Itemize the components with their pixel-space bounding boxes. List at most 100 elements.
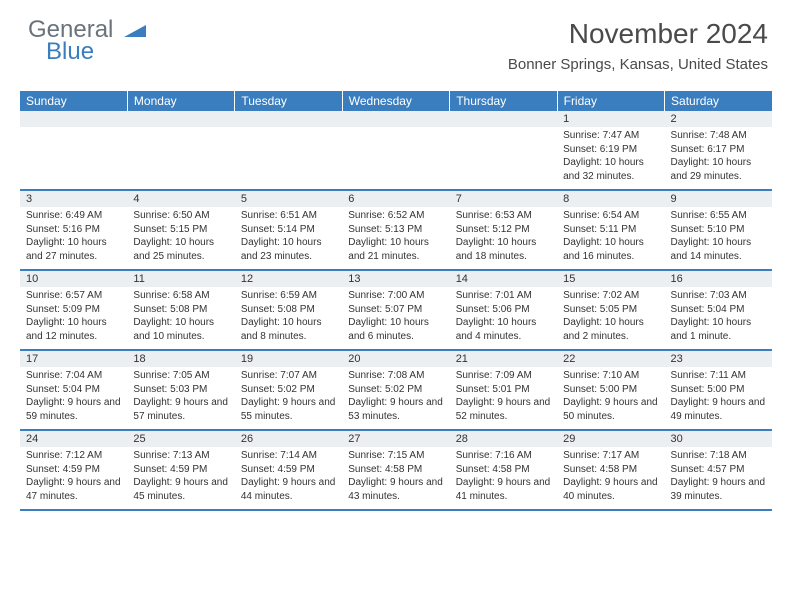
calendar-cell: 5Sunrise: 6:51 AMSunset: 5:14 PMDaylight… — [235, 190, 342, 270]
weekday-header: Saturday — [665, 91, 772, 111]
calendar-cell: 19Sunrise: 7:07 AMSunset: 5:02 PMDayligh… — [235, 350, 342, 430]
day-number: 2 — [665, 111, 772, 127]
day-number: 17 — [20, 351, 127, 367]
day-number: 27 — [342, 431, 449, 447]
day-number: 8 — [557, 191, 664, 207]
day-body-empty — [450, 127, 557, 179]
day-number: 4 — [127, 191, 234, 207]
day-body: Sunrise: 7:04 AMSunset: 5:04 PMDaylight:… — [20, 367, 127, 429]
day-body: Sunrise: 6:52 AMSunset: 5:13 PMDaylight:… — [342, 207, 449, 269]
calendar-cell: 2Sunrise: 7:48 AMSunset: 6:17 PMDaylight… — [665, 111, 772, 190]
title-block: November 2024 Bonner Springs, Kansas, Un… — [508, 18, 768, 73]
calendar-cell — [450, 111, 557, 190]
calendar-cell: 25Sunrise: 7:13 AMSunset: 4:59 PMDayligh… — [127, 430, 234, 510]
day-number: 11 — [127, 271, 234, 287]
calendar-cell: 6Sunrise: 6:52 AMSunset: 5:13 PMDaylight… — [342, 190, 449, 270]
day-number: 10 — [20, 271, 127, 287]
weekday-header: Wednesday — [342, 91, 449, 111]
calendar-cell: 14Sunrise: 7:01 AMSunset: 5:06 PMDayligh… — [450, 270, 557, 350]
calendar-cell: 29Sunrise: 7:17 AMSunset: 4:58 PMDayligh… — [557, 430, 664, 510]
day-number: 12 — [235, 271, 342, 287]
day-number: 26 — [235, 431, 342, 447]
day-body: Sunrise: 7:10 AMSunset: 5:00 PMDaylight:… — [557, 367, 664, 429]
day-body: Sunrise: 6:54 AMSunset: 5:11 PMDaylight:… — [557, 207, 664, 269]
calendar-cell: 24Sunrise: 7:12 AMSunset: 4:59 PMDayligh… — [20, 430, 127, 510]
day-number: 19 — [235, 351, 342, 367]
day-body: Sunrise: 7:02 AMSunset: 5:05 PMDaylight:… — [557, 287, 664, 349]
logo-text: General Blue — [28, 18, 146, 64]
calendar-cell: 1Sunrise: 7:47 AMSunset: 6:19 PMDaylight… — [557, 111, 664, 190]
calendar-cell: 10Sunrise: 6:57 AMSunset: 5:09 PMDayligh… — [20, 270, 127, 350]
calendar-cell: 17Sunrise: 7:04 AMSunset: 5:04 PMDayligh… — [20, 350, 127, 430]
day-number: 18 — [127, 351, 234, 367]
day-body: Sunrise: 7:15 AMSunset: 4:58 PMDaylight:… — [342, 447, 449, 509]
day-number: 9 — [665, 191, 772, 207]
day-number: 6 — [342, 191, 449, 207]
day-body: Sunrise: 6:57 AMSunset: 5:09 PMDaylight:… — [20, 287, 127, 349]
calendar-cell: 16Sunrise: 7:03 AMSunset: 5:04 PMDayligh… — [665, 270, 772, 350]
calendar-cell: 11Sunrise: 6:58 AMSunset: 5:08 PMDayligh… — [127, 270, 234, 350]
calendar-cell: 27Sunrise: 7:15 AMSunset: 4:58 PMDayligh… — [342, 430, 449, 510]
day-number: 24 — [20, 431, 127, 447]
logo: General Blue — [28, 18, 146, 64]
weekday-header: Monday — [127, 91, 234, 111]
day-body: Sunrise: 7:05 AMSunset: 5:03 PMDaylight:… — [127, 367, 234, 429]
header: General Blue November 2024 Bonner Spring… — [0, 0, 792, 81]
calendar-row: 3Sunrise: 6:49 AMSunset: 5:16 PMDaylight… — [20, 190, 772, 270]
day-number: 29 — [557, 431, 664, 447]
day-number: 14 — [450, 271, 557, 287]
weekday-header: Friday — [557, 91, 664, 111]
calendar-cell: 28Sunrise: 7:16 AMSunset: 4:58 PMDayligh… — [450, 430, 557, 510]
day-body: Sunrise: 7:11 AMSunset: 5:00 PMDaylight:… — [665, 367, 772, 429]
logo-triangle-icon — [124, 16, 146, 43]
day-body: Sunrise: 6:55 AMSunset: 5:10 PMDaylight:… — [665, 207, 772, 269]
calendar-cell: 13Sunrise: 7:00 AMSunset: 5:07 PMDayligh… — [342, 270, 449, 350]
day-number: 21 — [450, 351, 557, 367]
day-body: Sunrise: 6:53 AMSunset: 5:12 PMDaylight:… — [450, 207, 557, 269]
calendar-table: SundayMondayTuesdayWednesdayThursdayFrid… — [20, 91, 772, 511]
day-body: Sunrise: 6:58 AMSunset: 5:08 PMDaylight:… — [127, 287, 234, 349]
day-number-empty — [127, 111, 234, 127]
day-body: Sunrise: 7:03 AMSunset: 5:04 PMDaylight:… — [665, 287, 772, 349]
day-number: 22 — [557, 351, 664, 367]
day-body: Sunrise: 6:51 AMSunset: 5:14 PMDaylight:… — [235, 207, 342, 269]
day-number: 30 — [665, 431, 772, 447]
calendar-cell: 8Sunrise: 6:54 AMSunset: 5:11 PMDaylight… — [557, 190, 664, 270]
calendar-cell: 15Sunrise: 7:02 AMSunset: 5:05 PMDayligh… — [557, 270, 664, 350]
day-number-empty — [20, 111, 127, 127]
day-body: Sunrise: 7:07 AMSunset: 5:02 PMDaylight:… — [235, 367, 342, 429]
day-body: Sunrise: 6:49 AMSunset: 5:16 PMDaylight:… — [20, 207, 127, 269]
day-body: Sunrise: 7:13 AMSunset: 4:59 PMDaylight:… — [127, 447, 234, 509]
day-number-empty — [342, 111, 449, 127]
calendar-row: 24Sunrise: 7:12 AMSunset: 4:59 PMDayligh… — [20, 430, 772, 510]
calendar-row: 1Sunrise: 7:47 AMSunset: 6:19 PMDaylight… — [20, 111, 772, 190]
calendar-cell: 21Sunrise: 7:09 AMSunset: 5:01 PMDayligh… — [450, 350, 557, 430]
calendar-cell — [342, 111, 449, 190]
calendar-cell: 18Sunrise: 7:05 AMSunset: 5:03 PMDayligh… — [127, 350, 234, 430]
day-body-empty — [235, 127, 342, 179]
day-number: 25 — [127, 431, 234, 447]
day-body: Sunrise: 7:01 AMSunset: 5:06 PMDaylight:… — [450, 287, 557, 349]
calendar-cell: 30Sunrise: 7:18 AMSunset: 4:57 PMDayligh… — [665, 430, 772, 510]
day-body: Sunrise: 6:50 AMSunset: 5:15 PMDaylight:… — [127, 207, 234, 269]
day-body: Sunrise: 7:17 AMSunset: 4:58 PMDaylight:… — [557, 447, 664, 509]
day-number: 20 — [342, 351, 449, 367]
day-number: 5 — [235, 191, 342, 207]
day-body: Sunrise: 7:00 AMSunset: 5:07 PMDaylight:… — [342, 287, 449, 349]
calendar-row: 10Sunrise: 6:57 AMSunset: 5:09 PMDayligh… — [20, 270, 772, 350]
day-body-empty — [127, 127, 234, 179]
calendar-cell: 26Sunrise: 7:14 AMSunset: 4:59 PMDayligh… — [235, 430, 342, 510]
day-body: Sunrise: 7:47 AMSunset: 6:19 PMDaylight:… — [557, 127, 664, 189]
day-body: Sunrise: 7:48 AMSunset: 6:17 PMDaylight:… — [665, 127, 772, 189]
day-body: Sunrise: 7:09 AMSunset: 5:01 PMDaylight:… — [450, 367, 557, 429]
calendar-cell — [235, 111, 342, 190]
day-number: 13 — [342, 271, 449, 287]
day-body-empty — [20, 127, 127, 179]
day-number: 3 — [20, 191, 127, 207]
month-title: November 2024 — [508, 18, 768, 50]
day-number: 15 — [557, 271, 664, 287]
day-body: Sunrise: 7:08 AMSunset: 5:02 PMDaylight:… — [342, 367, 449, 429]
calendar-cell — [127, 111, 234, 190]
calendar-cell: 7Sunrise: 6:53 AMSunset: 5:12 PMDaylight… — [450, 190, 557, 270]
calendar-cell — [20, 111, 127, 190]
